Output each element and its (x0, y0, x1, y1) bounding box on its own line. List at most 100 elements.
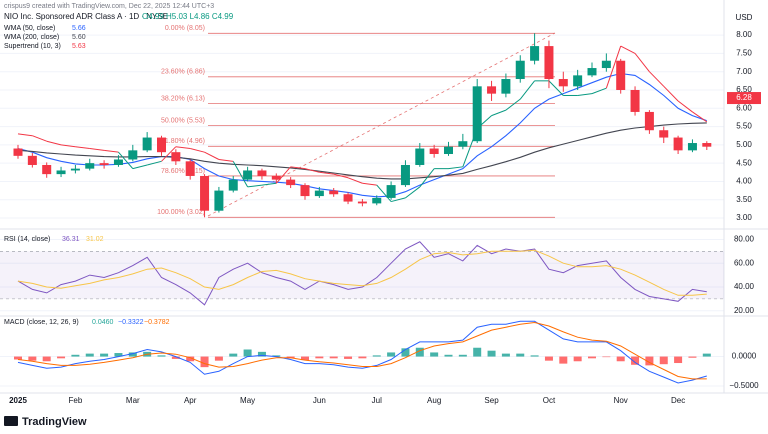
supertrend-segment (519, 80, 535, 100)
supertrend-segment (46, 140, 62, 146)
supertrend-segment (405, 186, 421, 199)
legend-value: 31.02 (86, 236, 104, 243)
candle-body (13, 148, 23, 156)
symbol: NIO Inc. Sponsored ADR Class A · 1D · NY… (4, 12, 168, 21)
histogram-bar (659, 356, 668, 365)
histogram-bar (588, 356, 596, 359)
supertrend-segment (448, 166, 463, 170)
candle-body (372, 197, 382, 204)
rsi-line (17, 241, 707, 306)
legend-entry: WMA (200, close) (4, 34, 59, 41)
candle-body (487, 86, 497, 94)
supertrend-segment (218, 158, 234, 162)
plot-area: 8.00 7.50 7.00 6.50 6.00 5.50 5.00 4.50 4.00 3.50… (0, 25, 761, 405)
candle-body (257, 170, 267, 176)
supertrend-segment (505, 98, 521, 111)
candle-body (458, 141, 468, 147)
histogram-bar (573, 356, 582, 362)
x-tick-label: Feb (69, 396, 83, 405)
supertrend-segment (175, 146, 191, 150)
histogram-bar (501, 353, 510, 357)
supertrend-segment (147, 160, 162, 166)
supertrend-segment (204, 151, 220, 160)
fib-label: 23.60% (6.86) (161, 69, 205, 76)
candle-body (587, 68, 597, 76)
histogram-bar (243, 349, 252, 357)
rsi-band (0, 251, 724, 299)
histogram-bar (530, 355, 539, 357)
candle-body (415, 148, 425, 165)
supertrend-segment (333, 173, 349, 179)
pane-title: RSI (14, close) (4, 236, 50, 243)
x-tick-label: Sep (484, 396, 499, 405)
supertrend-segment (118, 151, 134, 169)
legend-value: 5.66 (72, 25, 86, 32)
y-tick-label: 5.50 (736, 122, 752, 131)
x-tick-label: Aug (427, 396, 441, 405)
histogram-bar (415, 347, 424, 357)
candle-body (558, 79, 568, 87)
histogram-bar (100, 353, 109, 357)
y-tick-label: 4.00 (736, 177, 752, 186)
supertrend-segment (663, 85, 679, 102)
supertrend-segment (620, 45, 636, 54)
candle-body (329, 190, 339, 195)
histogram-bar (473, 347, 482, 357)
y-tick-label: 0.0000 (732, 352, 757, 361)
candle-body (357, 201, 367, 204)
histogram-bar (516, 353, 525, 357)
histogram-bar (71, 354, 80, 357)
y-tick-label: 3.00 (736, 213, 752, 222)
credit: crispus9 created with TradingView.com, D… (4, 3, 214, 10)
wma-line (17, 72, 707, 198)
y-tick-label: 5.00 (736, 140, 752, 149)
supertrend-segment (605, 45, 622, 89)
candle-body (400, 164, 410, 186)
pane-title: MACD (close, 12, 26, 9) (4, 319, 79, 326)
histogram-bar (57, 356, 66, 359)
supertrend-segment (75, 146, 90, 150)
histogram-bar (487, 350, 496, 357)
supertrend-segment (32, 135, 47, 142)
candle-body (286, 179, 296, 186)
histogram-bar (444, 354, 453, 357)
candle-body (142, 137, 152, 151)
candle-body (544, 46, 554, 80)
histogram-bar (272, 355, 281, 357)
supertrend-segment (17, 133, 33, 137)
histogram-bar (28, 356, 37, 361)
y-tick-label: 60.00 (734, 258, 755, 267)
x-tick-label: Apr (184, 396, 197, 405)
supertrend-segment (548, 80, 564, 96)
price-tag-label: 6.28 (736, 93, 752, 102)
supertrend-segment (60, 144, 76, 148)
candle-body (85, 163, 95, 169)
candle-body (228, 179, 238, 191)
candle-body (501, 79, 511, 94)
candle-body (99, 163, 109, 165)
supertrend-segment (347, 177, 363, 184)
supertrend-segment (419, 168, 435, 188)
candle-body (444, 146, 453, 155)
fib-label: 38.20% (6.13) (161, 95, 205, 102)
supertrend-segment (247, 184, 263, 188)
y-tick-label: 4.50 (736, 158, 752, 167)
histogram-bar (602, 356, 611, 358)
supertrend-segment (677, 100, 693, 113)
y-tick-label: 3.50 (736, 195, 752, 204)
y-tick-label: 8.00 (736, 30, 752, 39)
candle-body (243, 170, 253, 180)
y-tick-label: 6.50 (736, 85, 752, 94)
legend-value: 0.0460 (92, 319, 114, 326)
y-tick-label: 20.00 (734, 306, 755, 315)
supertrend-segment (591, 87, 607, 95)
x-tick-label: 2025 (9, 396, 27, 405)
histogram-bar (645, 356, 654, 366)
supertrend-segment (132, 164, 148, 170)
candle-body (601, 60, 611, 69)
candle-body (271, 175, 281, 180)
legend-entry: Supertrend (10, 3) (4, 43, 61, 50)
x-tick-label: Nov (614, 396, 628, 405)
histogram-bar (344, 356, 353, 359)
candle-body (56, 170, 66, 175)
